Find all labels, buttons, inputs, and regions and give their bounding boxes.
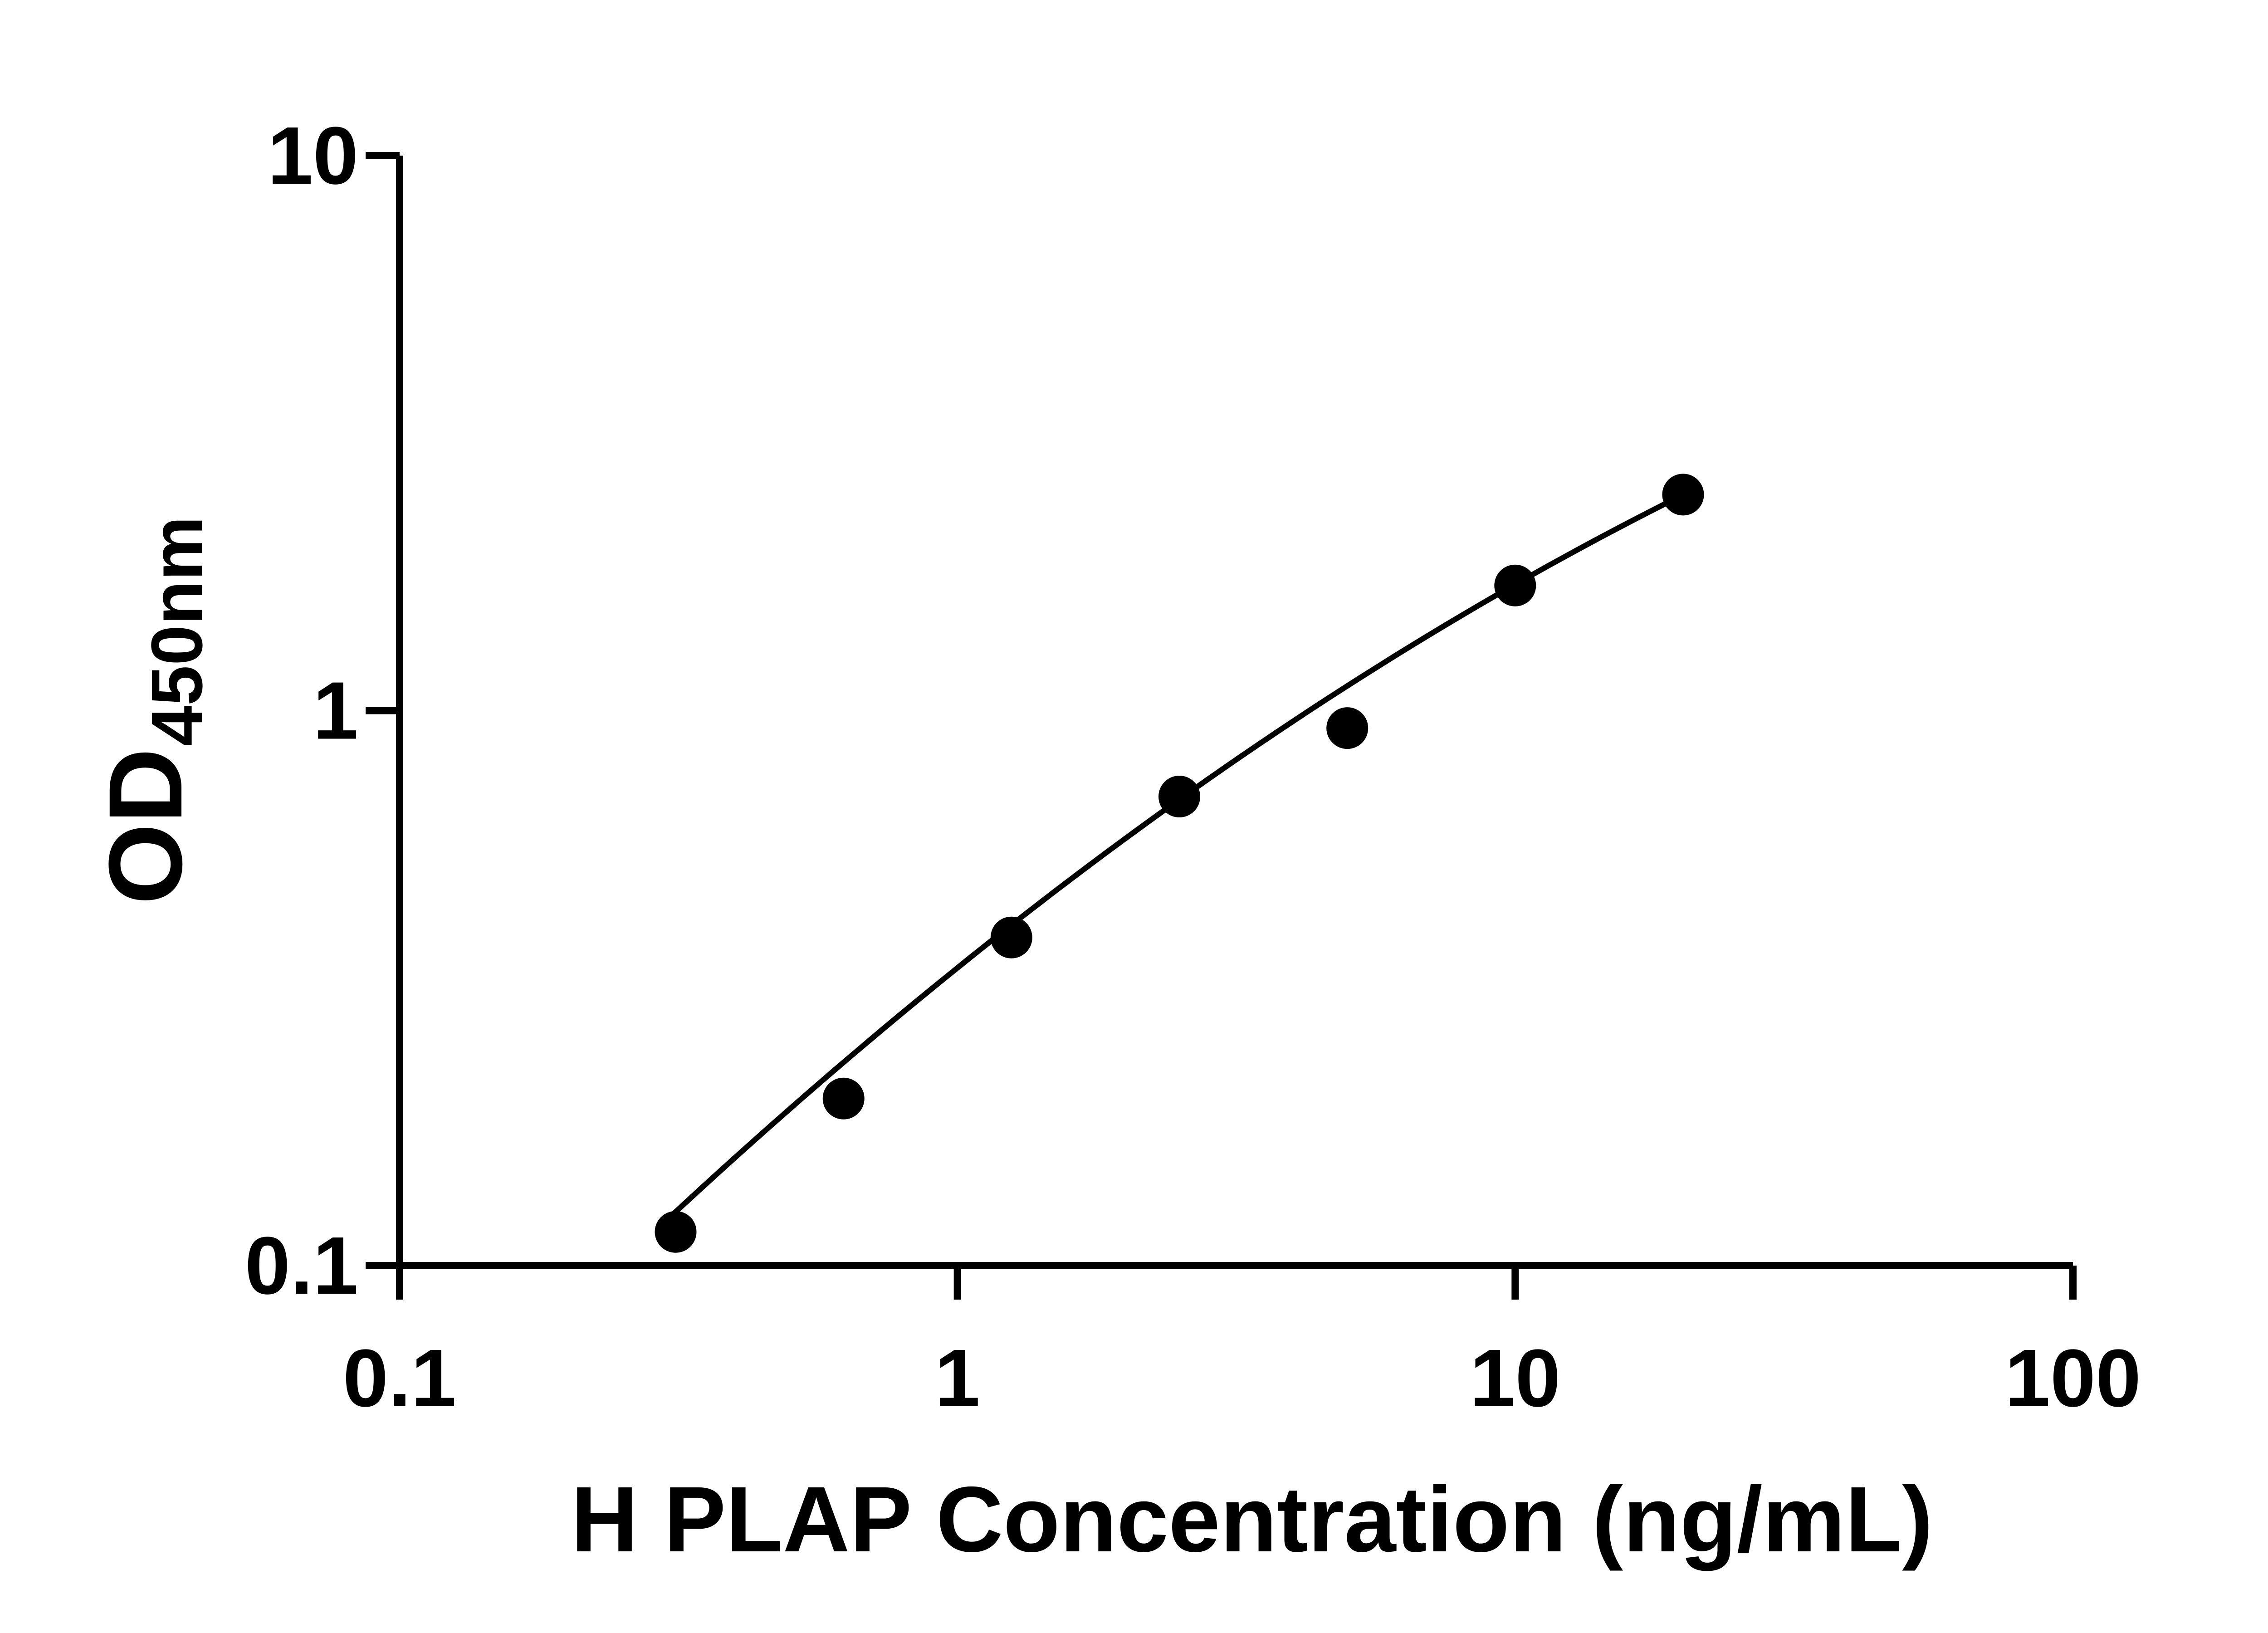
trend-curve-group	[664, 492, 1685, 1223]
axis-spines	[396, 156, 2073, 1269]
data-point	[990, 916, 1032, 958]
tick-marks-group	[366, 152, 2077, 1300]
x-tick-label: 10	[1470, 1333, 1560, 1424]
x-axis-title: H PLAP Concentration (ng/mL)	[571, 1467, 1933, 1571]
data-points-group	[655, 474, 1704, 1253]
data-point	[655, 1211, 697, 1253]
y-axis-title-subscript: 450nm	[136, 516, 217, 746]
data-point	[1662, 474, 1704, 516]
axes-group	[396, 156, 2073, 1269]
data-point	[1494, 564, 1536, 606]
x-tick-label: 1	[935, 1333, 980, 1424]
y-tick-label: 10	[268, 110, 358, 201]
fit-curve	[664, 492, 1685, 1223]
y-axis-title: OD 450nm	[87, 516, 217, 905]
x-tick-label: 0.1	[343, 1333, 456, 1424]
y-tick-label: 0.1	[245, 1220, 358, 1311]
x-tick-label: 100	[2005, 1333, 2141, 1424]
data-point	[1326, 707, 1369, 749]
data-point	[822, 1077, 865, 1120]
y-axis-title-main: OD	[87, 748, 204, 905]
y-tick-label: 1	[313, 665, 358, 757]
tick-labels-group: 0.1 1 10 100 0.1 1 10	[245, 110, 2141, 1424]
data-point	[1158, 776, 1200, 817]
